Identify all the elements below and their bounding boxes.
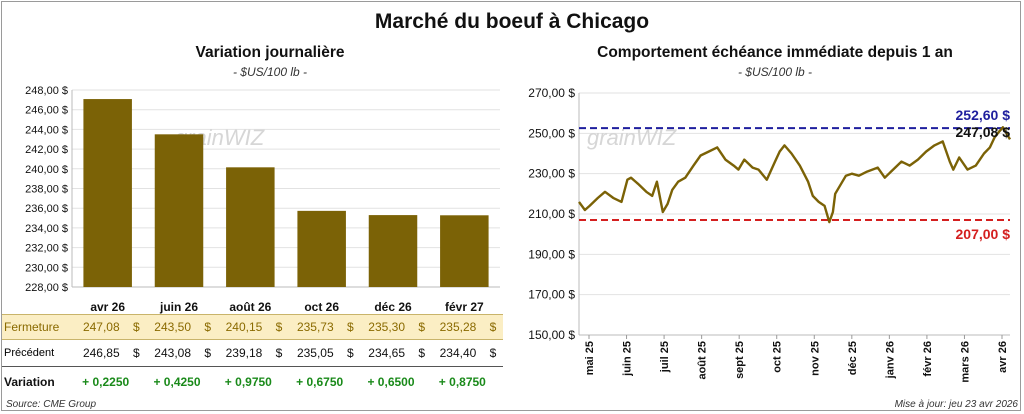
currency-suffix: $: [204, 346, 211, 360]
bar: [83, 99, 132, 287]
currency-suffix: $: [132, 346, 140, 360]
y-tick-label: 228,00 $: [25, 282, 68, 294]
table-cell: 247,08: [82, 320, 120, 334]
y-tick-label: 246,00 $: [25, 105, 68, 117]
x-tick-label: oct 26: [304, 300, 339, 314]
row-label: Précédent: [4, 347, 55, 359]
y-tick-label: 190,00 $: [528, 247, 575, 261]
row-label: Variation: [4, 375, 55, 389]
x-tick-label: janv 26: [884, 341, 896, 379]
y-tick-label: 238,00 $: [25, 184, 68, 196]
currency-suffix: $: [418, 346, 425, 360]
table-row: Fermeture 247,08 $243,50 $240,15 $235,73 $235…: [2, 314, 503, 340]
line-chart: 150,00 $ 170,00 $ 190,00 $ 210,00 $ 230,00 $…: [528, 86, 1012, 383]
low-value-label: 207,00 $: [956, 226, 1011, 242]
watermark: grainWIZ: [587, 125, 678, 150]
table-cell: 243,50: [154, 320, 191, 334]
y-tick-label: 230,00 $: [25, 262, 68, 274]
y-tick-label: 210,00 $: [528, 207, 575, 221]
table-cell: + 0,9750: [224, 375, 272, 389]
y-tick-label: 244,00 $: [25, 124, 68, 136]
line-chart-title: Comportement échéance immédiate depuis 1…: [597, 44, 953, 61]
table-cell: 235,30: [368, 320, 405, 334]
x-tick-label: juin 26: [159, 300, 198, 314]
x-tick-label: févr 26: [922, 341, 934, 376]
x-tick-label: mars 26: [959, 341, 971, 383]
update-note: Mise à jour: jeu 23 avr 2026: [894, 399, 1018, 410]
x-tick-label: juil 25: [659, 341, 671, 373]
y-tick-label: 248,00 $: [25, 85, 68, 97]
currency-suffix: $: [275, 320, 283, 334]
y-tick-label: 150,00 $: [528, 328, 575, 342]
x-tick-label: août 25: [697, 341, 709, 380]
x-tick-label: mai 25: [584, 341, 596, 375]
y-tick-label: 242,00 $: [25, 144, 68, 156]
currency-suffix: $: [418, 320, 425, 334]
table-cell: 235,73: [296, 320, 334, 334]
currency-suffix: $: [346, 320, 354, 334]
x-tick-label: déc 26: [374, 300, 412, 314]
x-tick-label: avr 26: [90, 300, 125, 314]
bar: [440, 215, 489, 287]
bar: [297, 210, 346, 287]
bar: [154, 134, 204, 287]
x-tick-label: août 26: [229, 300, 271, 314]
y-tick-label: 232,00 $: [25, 243, 68, 255]
table-cell: 234,40: [439, 346, 477, 360]
bar: [226, 167, 275, 287]
table-cell: + 0,6500: [367, 375, 415, 389]
currency-suffix: $: [346, 346, 354, 360]
bar-chart-title: Variation journalière: [195, 44, 345, 61]
y-tick-label: 240,00 $: [25, 164, 68, 176]
table-cell: + 0,2250: [82, 375, 130, 389]
currency-suffix: $: [489, 346, 497, 360]
row-label: Fermeture: [4, 320, 60, 334]
y-tick-label: 250,00 $: [528, 126, 575, 140]
source-note: Source: CME Group: [6, 399, 97, 410]
x-tick-label: févr 27: [445, 300, 484, 314]
table-cell: 240,15: [225, 320, 263, 334]
x-tick-label: sept 25: [734, 341, 746, 379]
table-cell: 239,18: [225, 346, 263, 360]
currency-suffix: $: [132, 320, 140, 334]
table-cell: + 0,4250: [153, 375, 201, 389]
x-tick-label: oct 25: [772, 341, 784, 373]
table-cell: 246,85: [82, 346, 120, 360]
table-cell: + 0,6750: [296, 375, 344, 389]
y-tick-label: 170,00 $: [528, 288, 575, 302]
line-chart-unit: - $US/100 lb -: [737, 65, 813, 79]
table-cell: 235,28: [439, 320, 477, 334]
y-tick-label: 234,00 $: [25, 223, 68, 235]
page-title: Marché du boeuf à Chicago: [374, 10, 650, 33]
last-value-label: 247,08 $: [956, 124, 1011, 140]
high-value-label: 252,60 $: [956, 107, 1011, 123]
x-tick-label: avr 26: [997, 341, 1009, 373]
table-cell: + 0,8750: [438, 375, 486, 389]
table-cell: 243,08: [154, 346, 191, 360]
y-tick-label: 230,00 $: [528, 167, 575, 181]
table-row: Variation + 0,2250 + 0,4250 + 0,9750 + 0,675…: [2, 368, 503, 396]
table-cell: 235,05: [296, 346, 334, 360]
bar-chart-unit: - $US/100 lb -: [232, 65, 308, 79]
currency-suffix: $: [275, 346, 283, 360]
y-tick-label: 270,00 $: [528, 86, 575, 100]
table-cell: 234,65: [368, 346, 405, 360]
y-tick-label: 236,00 $: [25, 203, 68, 215]
x-tick-label: déc 25: [847, 341, 859, 375]
currency-suffix: $: [489, 320, 497, 334]
currency-suffix: $: [204, 320, 211, 334]
x-tick-label: juin 25: [622, 341, 634, 377]
table-row: Précédent 246,85 $243,08 $239,18 $235,05 $234…: [2, 340, 503, 367]
price-line: [578, 126, 1012, 224]
bar-chart: 228,00 $ 230,00 $ 232,00 $ 234,00 $ 236,00 $…: [25, 85, 500, 314]
x-tick-label: nov 25: [809, 341, 821, 376]
bar: [368, 215, 418, 287]
